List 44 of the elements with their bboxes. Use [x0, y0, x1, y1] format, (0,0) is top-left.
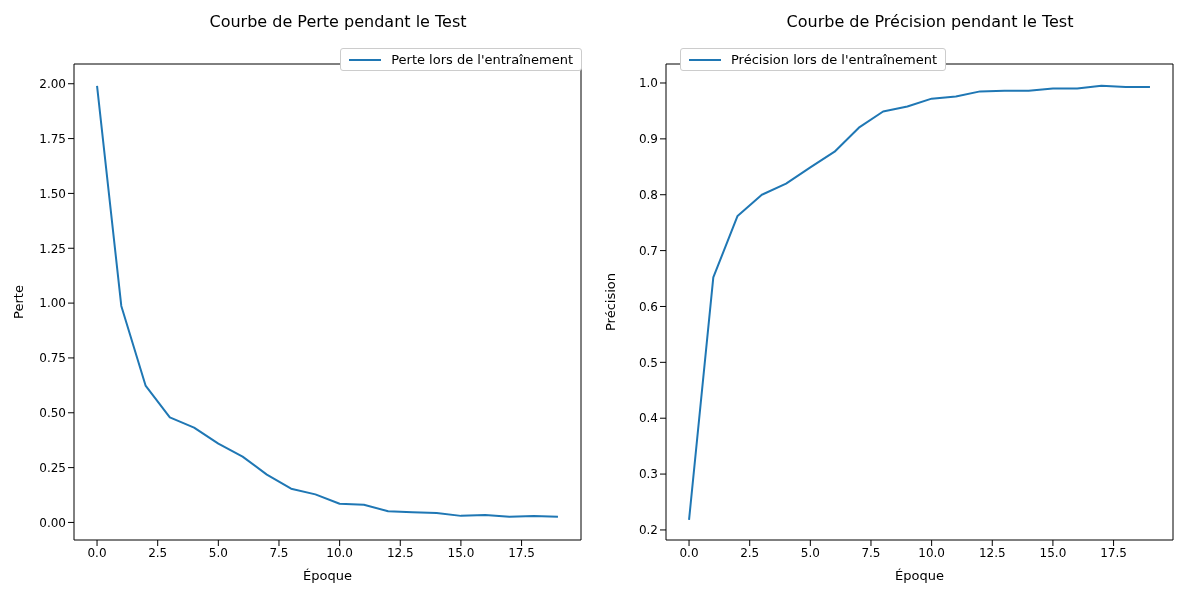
chart-title: Courbe de Perte pendant le Test — [208, 12, 468, 31]
y-tick-label: 0.75 — [39, 351, 66, 366]
x-tick-label: 12.5 — [978, 545, 1006, 560]
y-tick-label: 0.00 — [39, 515, 66, 530]
y-tick-label: 0.5 — [638, 355, 658, 370]
y-tick-label: 0.9 — [638, 132, 658, 147]
legend-label: Perte lors de l'entraînement — [390, 52, 573, 67]
y-tick-label: 1.50 — [39, 186, 66, 201]
y-tick-label: 1.75 — [39, 131, 66, 146]
x-axis-title: Époque — [303, 568, 352, 583]
x-tick-label: 15.0 — [447, 545, 475, 560]
x-tick-label: 17.5 — [1100, 545, 1127, 560]
y-tick-label: 0.2 — [638, 523, 658, 538]
y-tick-label: 0.8 — [638, 187, 658, 202]
y-axis-title: Précision — [602, 272, 618, 332]
x-axis-title: Époque — [895, 568, 944, 583]
chart-title: Courbe de Précision pendant le Test — [785, 12, 1075, 31]
line-series — [96, 84, 559, 518]
x-tick-label: 15.0 — [1039, 545, 1067, 560]
x-tick-label: 10.0 — [326, 545, 353, 560]
x-tick-label: 12.5 — [386, 545, 414, 560]
x-tick-label: 10.0 — [918, 545, 945, 560]
y-tick-label: 0.7 — [638, 243, 658, 258]
x-tick-label: 5.0 — [208, 545, 228, 560]
y-axis-title: Perte — [10, 285, 26, 319]
line-series — [688, 84, 1151, 521]
y-tick-label: 1.00 — [39, 296, 66, 311]
legend-label: Précision lors de l'entraînement — [730, 52, 938, 67]
x-tick-label: 0.0 — [87, 545, 107, 560]
y-tick-label: 2.00 — [39, 77, 66, 91]
y-tick-label: 0.50 — [39, 406, 66, 421]
x-tick-label: 7.5 — [861, 545, 881, 560]
y-tick-label: 0.25 — [39, 460, 66, 475]
y-tick-label: 0.6 — [638, 299, 658, 314]
y-tick-label: 1.0 — [638, 76, 658, 91]
x-tick-label: 7.5 — [269, 545, 289, 560]
x-tick-label: 2.5 — [740, 545, 760, 560]
y-tick-label: 0.4 — [638, 411, 658, 426]
x-tick-label: 5.0 — [800, 545, 820, 560]
x-tick-label: 2.5 — [148, 545, 168, 560]
y-tick-label: 0.3 — [638, 467, 658, 482]
x-tick-label: 0.0 — [679, 545, 699, 560]
y-tick-label: 1.25 — [39, 241, 66, 256]
x-tick-label: 17.5 — [508, 545, 535, 560]
